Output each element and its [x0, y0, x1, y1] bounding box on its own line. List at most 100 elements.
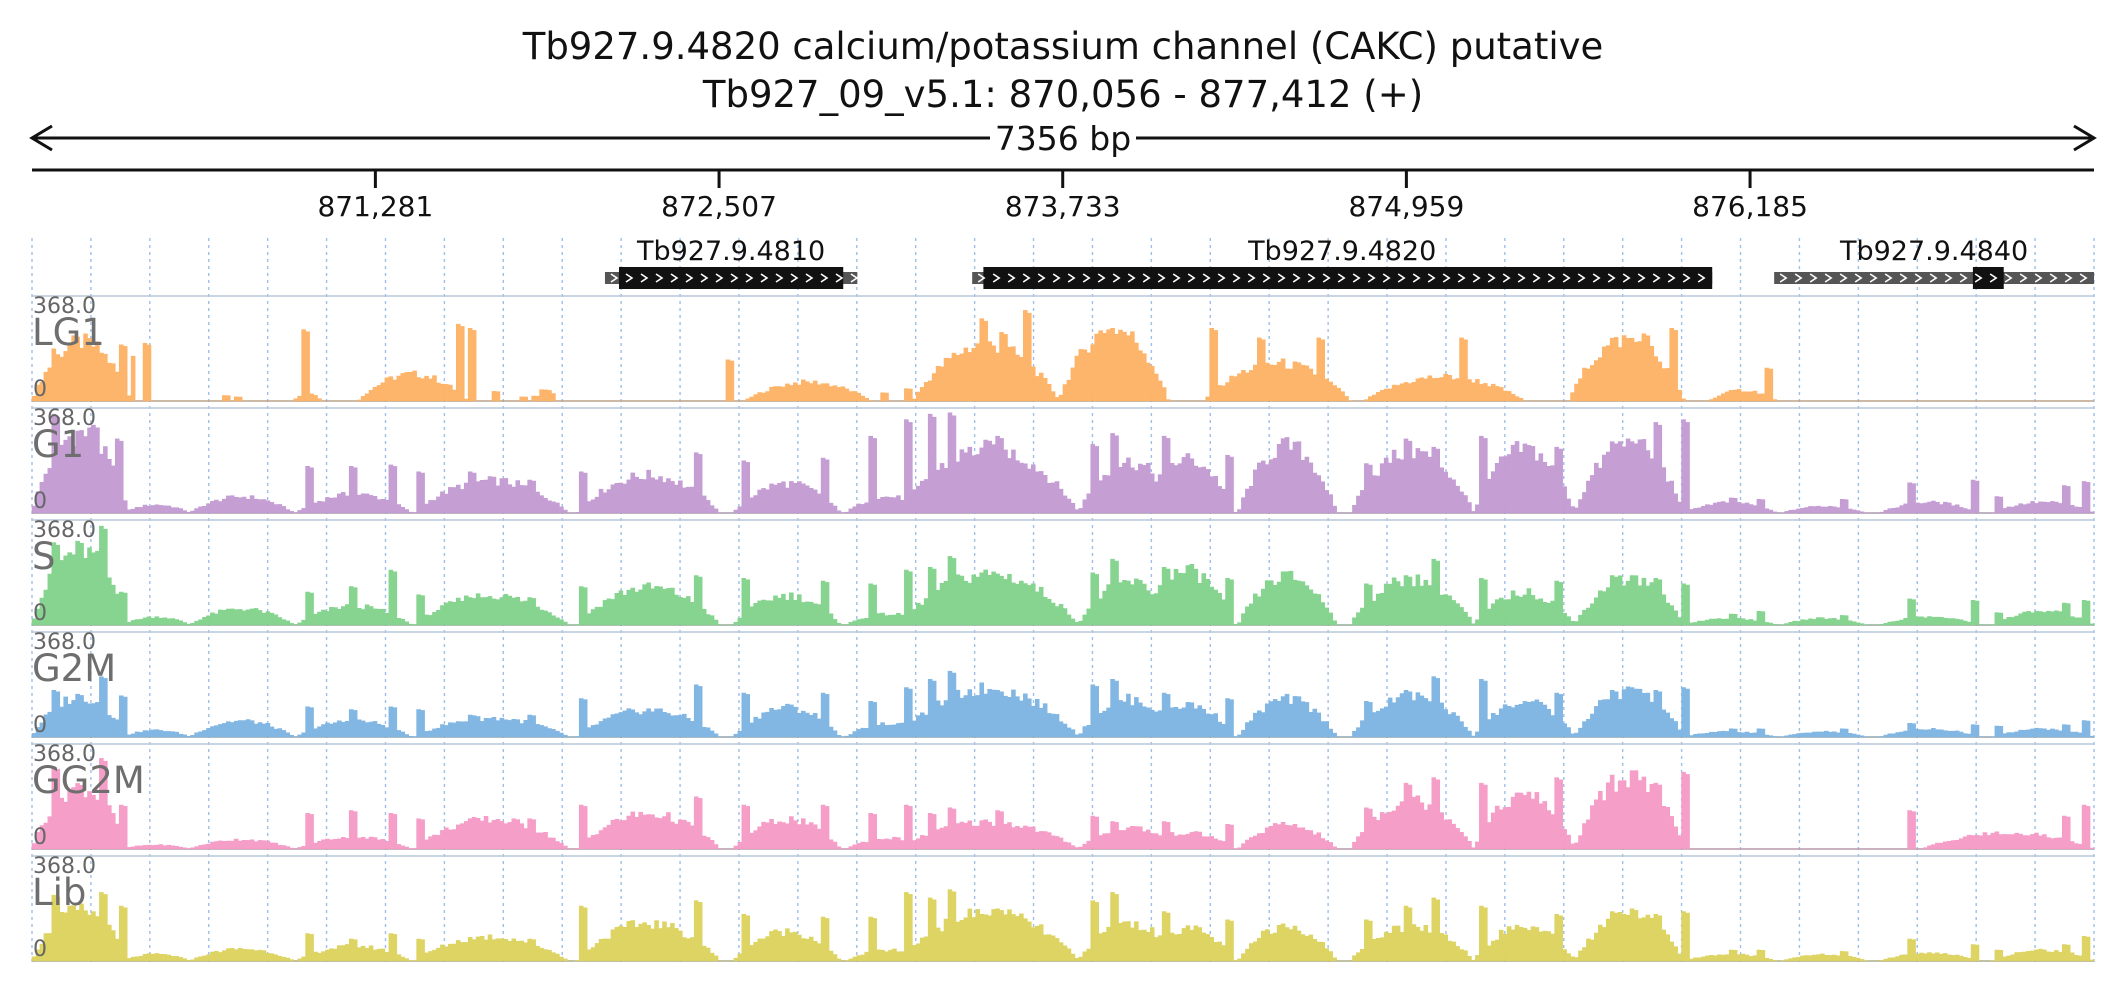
coverage-tracks: 368.00LG1368.00G1368.00S368.00G2M368.00G…	[31, 294, 2095, 962]
gene-strand-arrow	[1397, 273, 1406, 283]
gene-strand-arrow	[1794, 273, 1803, 283]
gene-strand-arrow	[1869, 273, 1878, 283]
gene-strand-arrow	[1779, 273, 1788, 283]
figure-subtitle: Tb927_09_v5.1: 870,056 - 877,412 (+)	[702, 73, 1423, 116]
gene-label: Tb927.9.4820	[1247, 236, 1436, 267]
span-arrowhead-right	[2073, 124, 2097, 152]
gene-strand-arrow	[2034, 273, 2043, 283]
gene-strand-arrow	[1202, 273, 1211, 283]
gene-strand-arrow	[1637, 273, 1646, 283]
gene-strand-arrow	[1427, 273, 1436, 283]
axis-tick-label: 873,733	[1005, 190, 1121, 223]
y-max-label: 368.0	[33, 406, 96, 431]
gene-strand-arrow	[1667, 273, 1676, 283]
gene-strand-arrow	[2019, 273, 2028, 283]
gene-strand-arrow	[1442, 273, 1451, 283]
gene-strand-arrow	[1337, 273, 1346, 283]
coverage-area	[31, 670, 2095, 738]
coverage-area	[31, 889, 2095, 962]
gene-strand-arrow	[1622, 273, 1631, 283]
gene-strand-arrow	[1022, 273, 1031, 283]
gene-strand-arrow	[1824, 273, 1833, 283]
gene-strand-arrow	[1187, 273, 1196, 283]
gene-strand-arrow	[700, 273, 709, 283]
gene-strand-arrow	[1037, 273, 1046, 283]
gene-strand-arrow	[1277, 273, 1286, 283]
y-max-label: 368.0	[33, 854, 96, 879]
axis-tick-label: 876,185	[1692, 190, 1808, 223]
gene-strand-arrow	[775, 273, 784, 283]
y-min-label: 0	[33, 713, 47, 738]
gene-strand-arrow	[640, 273, 649, 283]
gene-cds	[1972, 267, 2004, 289]
gene-strand-arrow	[1532, 273, 1541, 283]
gene-strand-arrow	[1352, 273, 1361, 283]
gene-strand-arrow	[1292, 273, 1301, 283]
gene-cds	[983, 267, 1713, 289]
gene-strand-arrow	[1382, 273, 1391, 283]
span-arrow: 7356 bp	[29, 119, 2097, 158]
gene-strand-arrow	[610, 273, 619, 283]
gene-strand-arrow	[715, 273, 724, 283]
track-g2m: 368.0 0 G2M	[31, 630, 2095, 738]
y-max-label: 368.0	[33, 742, 96, 767]
gene-strand-arrow	[1112, 273, 1121, 283]
gene-strand-arrow	[730, 273, 739, 283]
axis-tick-label: 874,959	[1348, 190, 1464, 223]
track-s: 368.0 0 S	[31, 518, 2095, 626]
gene-strand-arrow	[1097, 273, 1106, 283]
y-min-label: 0	[33, 601, 47, 626]
span-label: 7356 bp	[995, 119, 1131, 158]
gene-strand-arrow	[1412, 273, 1421, 283]
gene-strand-arrow	[1929, 273, 1938, 283]
gene-strand-arrow	[1367, 273, 1376, 283]
coordinate-axis: 871,281 872,507 873,733 874,959 876,185	[32, 168, 2094, 223]
track-name: G2M	[32, 647, 116, 690]
gene-strand-arrow	[1697, 273, 1706, 283]
gene-strand-arrow	[1974, 273, 1983, 283]
gene-strand-arrow	[1607, 273, 1616, 283]
gene-cds	[618, 267, 844, 289]
gene-strand-arrow	[745, 273, 754, 283]
gene-strand-arrow	[1472, 273, 1481, 283]
gene-strand-arrow	[992, 273, 1001, 283]
grid-lines	[31, 238, 2095, 962]
gene-strand-arrow	[1884, 273, 1893, 283]
axis-tick-label: 871,281	[317, 190, 433, 223]
gene-strand-arrow	[685, 273, 694, 283]
gene-strand-arrow	[1127, 273, 1136, 283]
y-min-label: 0	[33, 937, 47, 962]
gene-annotation-track: Tb927.9.4810 Tb927.9.4820 Tb927.9.4840	[604, 236, 2094, 289]
track-name: LG1	[32, 311, 105, 354]
coverage-area	[31, 758, 2095, 850]
gene-strand-arrow	[1322, 273, 1331, 283]
gene-strand-arrow	[1592, 273, 1601, 283]
gene-strand-arrow	[2004, 273, 2013, 283]
track-lg1: 368.0 0 LG1	[31, 294, 2094, 402]
gene-strand-arrow	[1142, 273, 1151, 283]
gene-strand-arrow	[1547, 273, 1556, 283]
gene-strand-arrow	[670, 273, 679, 283]
gene-strand-arrow	[655, 273, 664, 283]
figure-title: Tb927.9.4820 calcium/potassium channel (…	[522, 25, 1604, 68]
track-name: Lib	[32, 871, 86, 914]
gene-strand-arrow	[1217, 273, 1226, 283]
gene-strand-arrow	[1839, 273, 1848, 283]
gene-strand-arrow	[1052, 273, 1061, 283]
gene-strand-arrow	[1562, 273, 1571, 283]
y-max-label: 368.0	[33, 294, 96, 319]
track-name: GG2M	[32, 759, 145, 802]
gene-strand-arrow	[2079, 273, 2088, 283]
span-arrowhead-left	[29, 124, 53, 152]
gene-strand-arrow	[805, 273, 814, 283]
gene-strand-arrow	[1989, 273, 1998, 283]
gene-strand-arrow	[1487, 273, 1496, 283]
gene-strand-arrow	[1944, 273, 1953, 283]
track-name: G1	[32, 423, 84, 466]
gene-utr	[1774, 272, 2094, 284]
gene-strand-arrow	[1247, 273, 1256, 283]
gene-strand-arrow	[850, 273, 859, 283]
gene-strand-arrow	[790, 273, 799, 283]
